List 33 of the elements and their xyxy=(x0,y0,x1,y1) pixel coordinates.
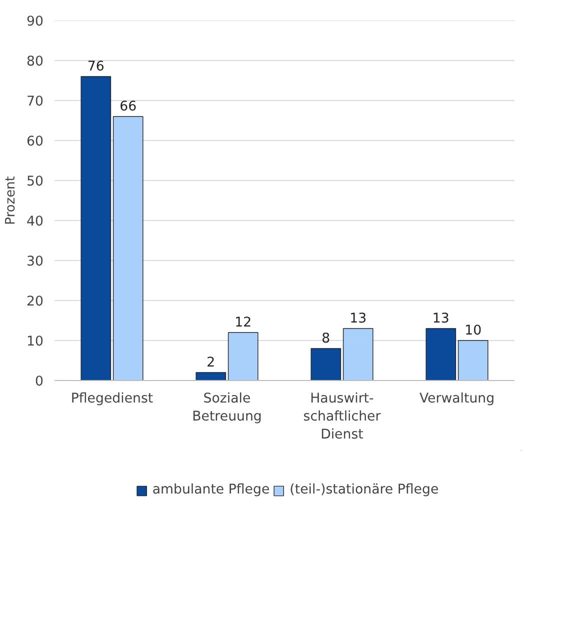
data-label: 12 xyxy=(234,316,252,330)
y-tick-label: 80 xyxy=(26,54,44,70)
x-tick-label: Soziale Betreuung xyxy=(192,392,262,424)
x-tick-label: Hauswirt- schaftlicher Dienst xyxy=(303,392,382,442)
y-tick-label: 40 xyxy=(26,214,44,230)
bar xyxy=(458,340,488,380)
legend-label: (teil-)stationäre Pflege xyxy=(290,482,439,498)
y-tick-label: 50 xyxy=(26,174,44,190)
x-tick-label: Verwaltung xyxy=(419,392,495,406)
data-label: 13 xyxy=(350,312,367,326)
data-label: 2 xyxy=(206,356,216,370)
y-tick-label: 70 xyxy=(26,94,44,110)
y-axis-title: Prozent xyxy=(4,176,19,225)
legend-label: ambulante Pflege xyxy=(152,482,270,498)
data-label: 8 xyxy=(322,332,330,346)
data-label: 76 xyxy=(87,60,104,74)
bar xyxy=(310,348,342,380)
x-tick-label: Pflegedienst xyxy=(70,392,154,406)
bar xyxy=(342,328,374,380)
y-tick-label: 60 xyxy=(26,134,44,150)
data-label: 10 xyxy=(464,324,482,338)
y-tick-label: 30 xyxy=(26,254,44,270)
y-tick-label: 90 xyxy=(26,14,44,30)
bar xyxy=(196,372,226,380)
y-tick-label: 10 xyxy=(26,334,44,350)
bar xyxy=(228,332,258,380)
bar xyxy=(112,116,144,380)
y-tick-label: 0 xyxy=(35,374,44,390)
bar xyxy=(80,76,112,380)
data-label: 66 xyxy=(120,100,137,114)
bar xyxy=(426,328,456,380)
y-tick-label: 20 xyxy=(26,294,44,310)
data-label: 13 xyxy=(432,312,450,326)
